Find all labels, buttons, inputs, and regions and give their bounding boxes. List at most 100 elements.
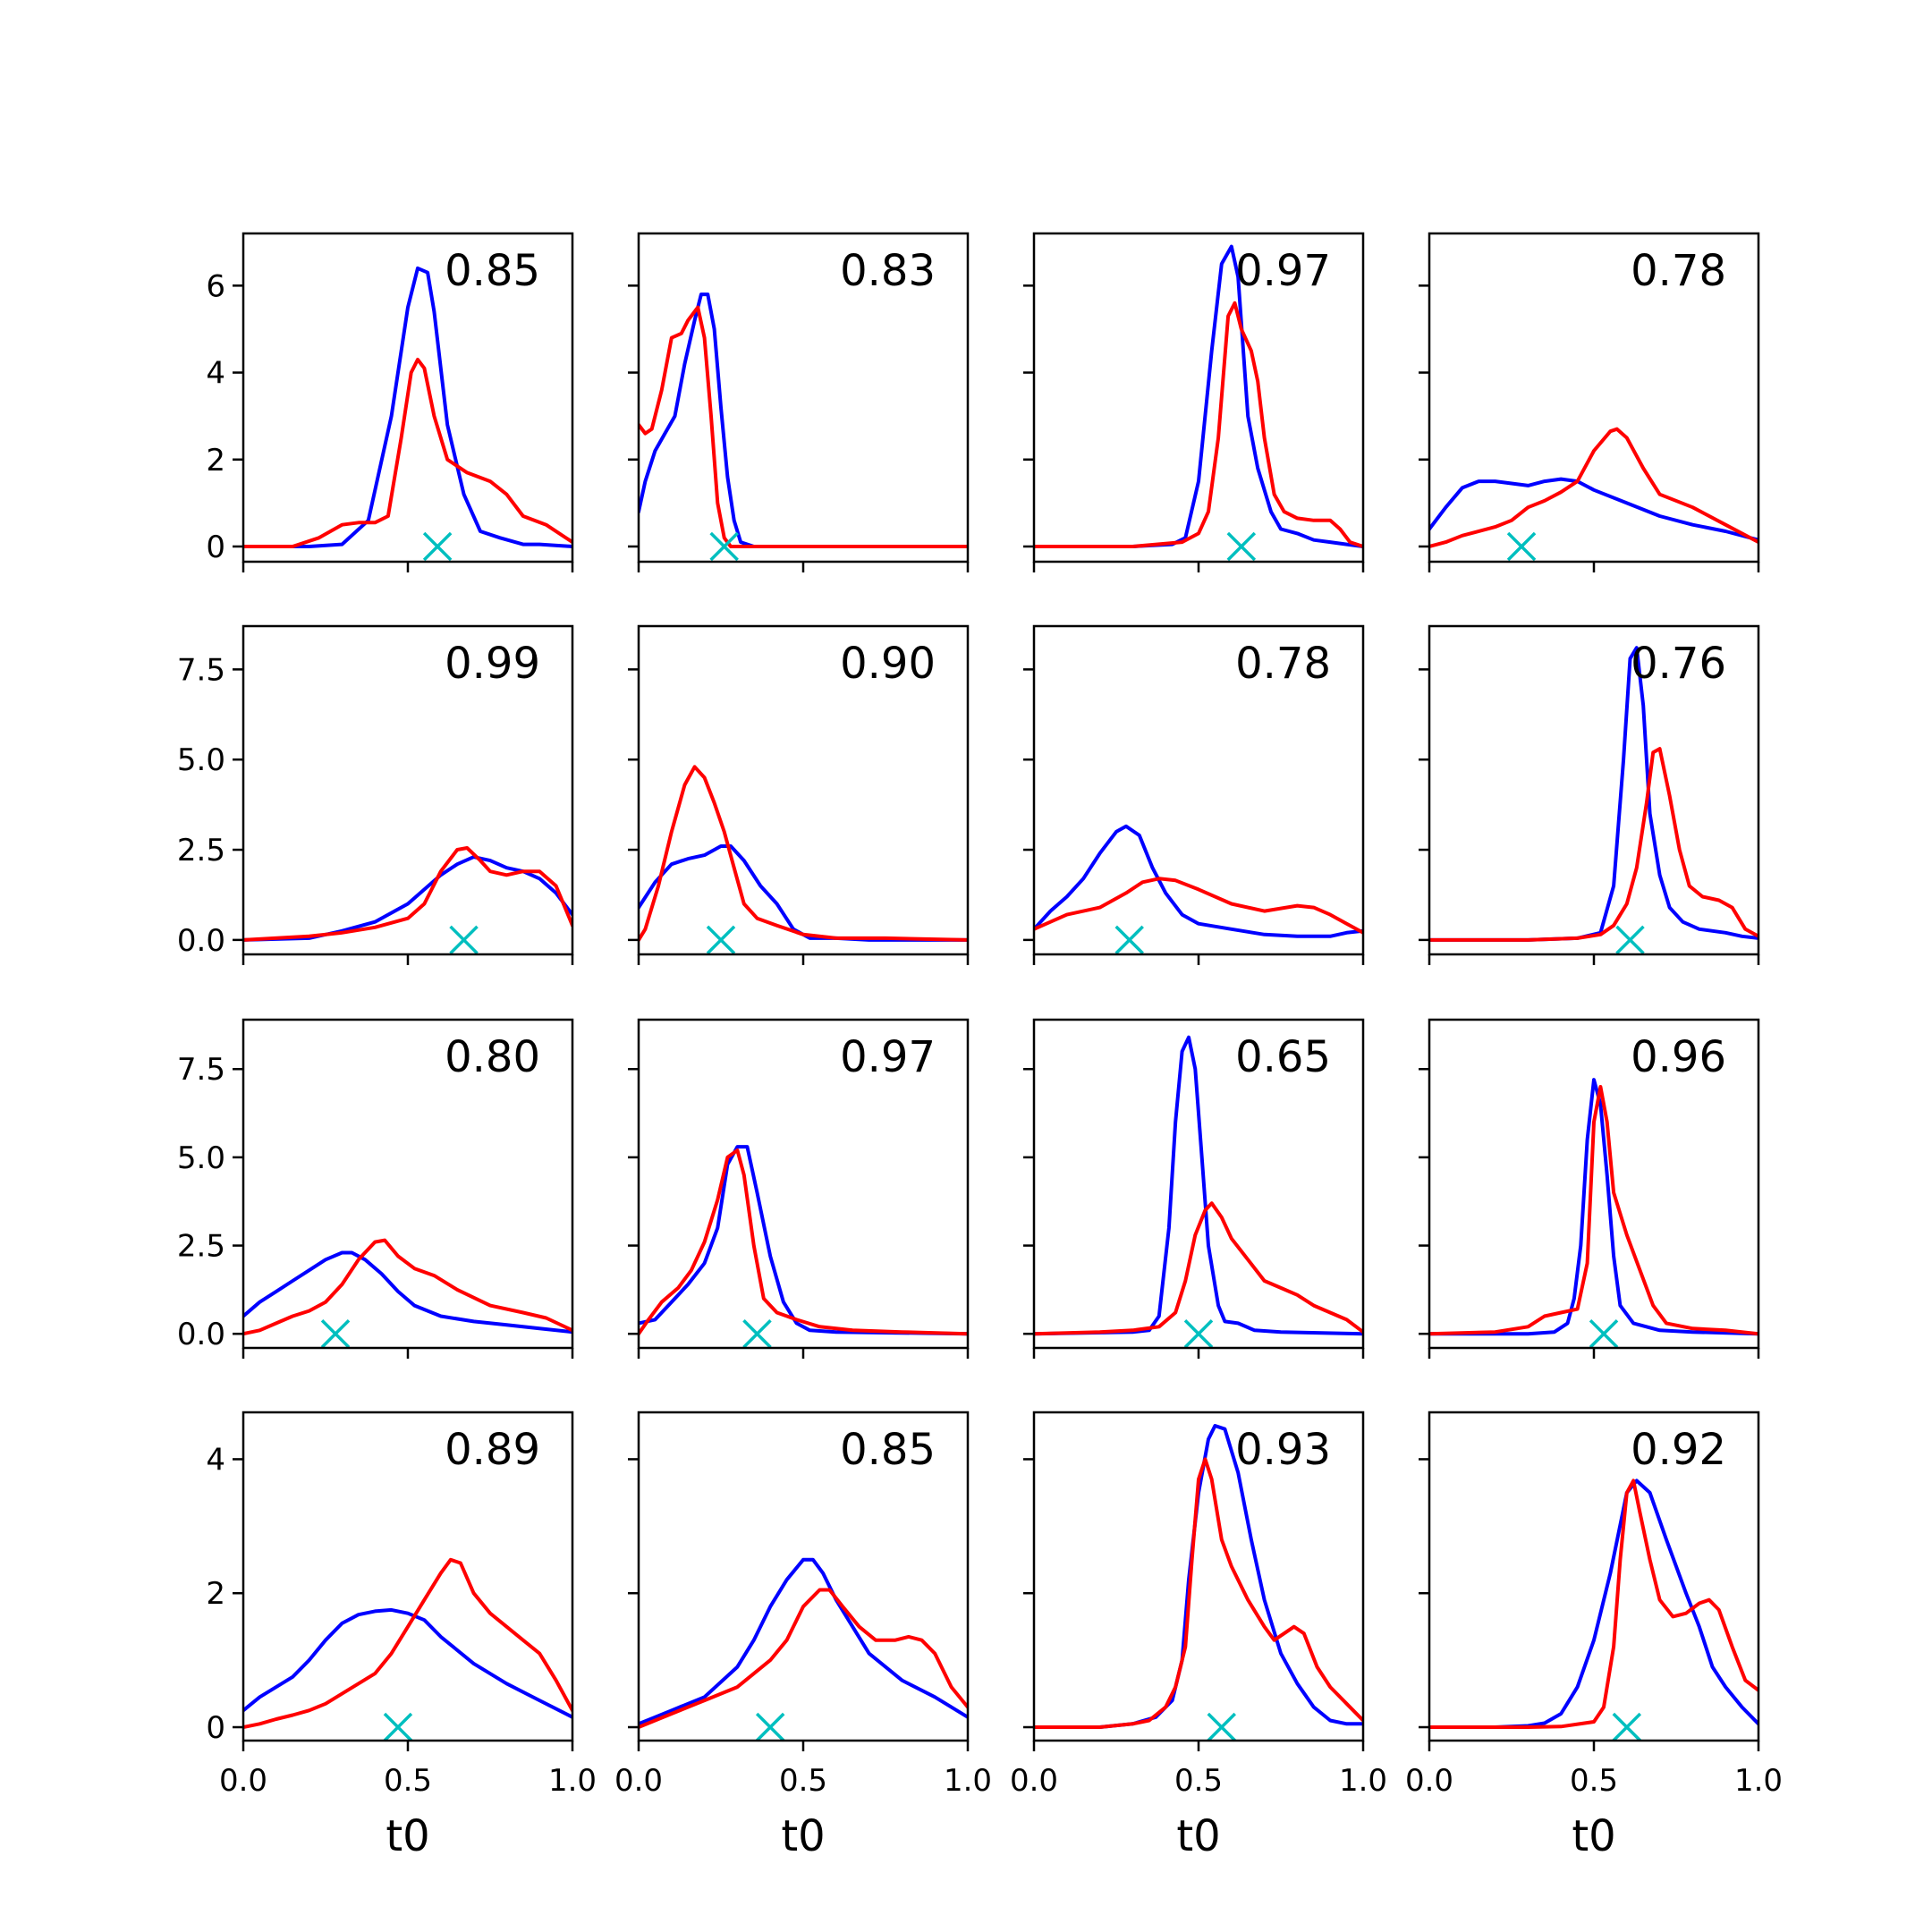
- true-value-marker: [320, 1318, 351, 1349]
- x-tick-label: 0.0: [1405, 1763, 1453, 1799]
- y-tick-label: 5.0: [177, 1140, 225, 1176]
- true-value-marker: [742, 1318, 772, 1349]
- panel-1-2: 0.83: [628, 232, 970, 572]
- blue-density-line: [243, 1250, 572, 1335]
- blue-density-line: [1034, 824, 1363, 938]
- true-value-marker: [1114, 925, 1144, 955]
- true-value-marker: [449, 925, 479, 955]
- panel-2-2: 0.90: [628, 624, 970, 965]
- x-tick-label: 1.0: [944, 1763, 992, 1799]
- red-density-line: [1034, 1457, 1363, 1729]
- blue-density-line: [1034, 244, 1363, 548]
- panel-3-1: 0.80 0.0 2.5 5.0 7.5: [177, 1018, 574, 1359]
- panel-4-1: 0.89 0 2 4 0.0 0.5 1.0 t0: [206, 1411, 597, 1861]
- x-axis-label: t0: [386, 1811, 429, 1861]
- true-value-marker: [1506, 531, 1537, 562]
- x-axis-label: t0: [1176, 1811, 1220, 1861]
- x-tick-label: 1.0: [548, 1763, 597, 1799]
- correlation-annotation: 0.83: [840, 246, 936, 296]
- red-density-line: [639, 765, 968, 942]
- y-tick-label: 0: [206, 1710, 225, 1746]
- x-tick-label: 0.0: [614, 1763, 663, 1799]
- red-density-line: [1429, 747, 1758, 942]
- correlation-annotation: 0.96: [1631, 1032, 1726, 1082]
- red-density-line: [1429, 1479, 1758, 1729]
- blue-density-line: [243, 1607, 572, 1719]
- blue-density-line: [639, 1145, 968, 1336]
- true-value-marker: [1183, 1318, 1214, 1349]
- true-value-marker: [706, 925, 736, 955]
- blue-density-line: [1429, 477, 1758, 542]
- true-value-marker: [383, 1712, 413, 1742]
- blue-density-line: [243, 266, 572, 548]
- true-value-marker: [755, 1712, 785, 1742]
- y-tick-label: 0.0: [177, 1317, 225, 1352]
- correlation-annotation: 0.85: [445, 246, 540, 296]
- x-axis-label: t0: [781, 1811, 825, 1861]
- true-value-marker: [1612, 1712, 1642, 1742]
- correlation-annotation: 0.99: [445, 639, 540, 689]
- red-density-line: [639, 1588, 968, 1729]
- x-tick-label: 0.5: [384, 1763, 432, 1799]
- y-tick-label: 5.0: [177, 742, 225, 778]
- correlation-annotation: 0.65: [1235, 1032, 1331, 1082]
- correlation-annotation: 0.97: [1235, 246, 1331, 296]
- correlation-annotation: 0.97: [840, 1032, 936, 1082]
- correlation-annotation: 0.89: [445, 1425, 540, 1475]
- red-density-line: [243, 1238, 572, 1336]
- y-tick-label: 0.0: [177, 923, 225, 959]
- panel-1-1: 0.85 0 2 4 6: [206, 232, 574, 572]
- blue-density-line: [1429, 1078, 1758, 1336]
- red-density-line: [1034, 301, 1363, 548]
- y-tick-label: 2.5: [177, 1229, 225, 1265]
- red-density-line: [243, 846, 572, 942]
- red-density-line: [1034, 1201, 1363, 1336]
- blue-density-line: [1034, 1035, 1363, 1336]
- y-tick-label: 7.5: [177, 1052, 225, 1088]
- x-tick-label: 0.5: [779, 1763, 827, 1799]
- panel-1-4: 0.78: [1419, 232, 1760, 572]
- red-density-line: [1429, 427, 1758, 548]
- y-tick-label: 4: [206, 1442, 225, 1478]
- blue-density-line: [639, 1557, 968, 1726]
- x-tick-label: 1.0: [1339, 1763, 1387, 1799]
- red-density-line: [639, 305, 968, 548]
- red-density-line: [1429, 1085, 1758, 1336]
- x-tick-label: 0.0: [219, 1763, 267, 1799]
- y-tick-label: 2: [206, 443, 225, 479]
- panel-2-1: 0.99 0.0 2.5 5.0 7.5: [177, 624, 574, 965]
- correlation-annotation: 0.90: [840, 639, 936, 689]
- y-tick-label: 2.5: [177, 833, 225, 869]
- red-density-line: [243, 358, 572, 548]
- panel-2-3: 0.78: [1023, 624, 1365, 965]
- correlation-annotation: 0.93: [1235, 1425, 1331, 1475]
- x-tick-label: 0.0: [1010, 1763, 1058, 1799]
- correlation-annotation: 0.80: [445, 1032, 540, 1082]
- correlation-annotation: 0.78: [1631, 246, 1726, 296]
- y-tick-label: 6: [206, 268, 225, 304]
- true-value-marker: [1589, 1318, 1619, 1349]
- red-density-line: [1034, 877, 1363, 935]
- correlation-annotation: 0.76: [1631, 639, 1726, 689]
- panel-3-2: 0.97: [628, 1018, 970, 1359]
- x-tick-label: 1.0: [1734, 1763, 1783, 1799]
- blue-density-line: [639, 292, 968, 548]
- y-tick-label: 2: [206, 1576, 225, 1612]
- blue-density-line: [639, 844, 968, 942]
- panel-2-4: 0.76: [1419, 624, 1760, 965]
- blue-density-line: [1429, 646, 1758, 942]
- x-tick-label: 0.5: [1174, 1763, 1223, 1799]
- x-tick-label: 0.5: [1570, 1763, 1618, 1799]
- true-value-marker: [709, 531, 739, 562]
- blue-density-line: [243, 855, 572, 942]
- true-value-marker: [1207, 1712, 1236, 1742]
- blue-density-line: [1429, 1479, 1758, 1729]
- true-value-marker: [1615, 925, 1645, 955]
- red-density-line: [243, 1557, 572, 1729]
- y-tick-label: 4: [206, 356, 225, 392]
- correlation-annotation: 0.92: [1631, 1425, 1726, 1475]
- panel-1-3: 0.97: [1023, 232, 1365, 572]
- red-density-line: [639, 1148, 968, 1336]
- panel-3-3: 0.65: [1023, 1018, 1365, 1359]
